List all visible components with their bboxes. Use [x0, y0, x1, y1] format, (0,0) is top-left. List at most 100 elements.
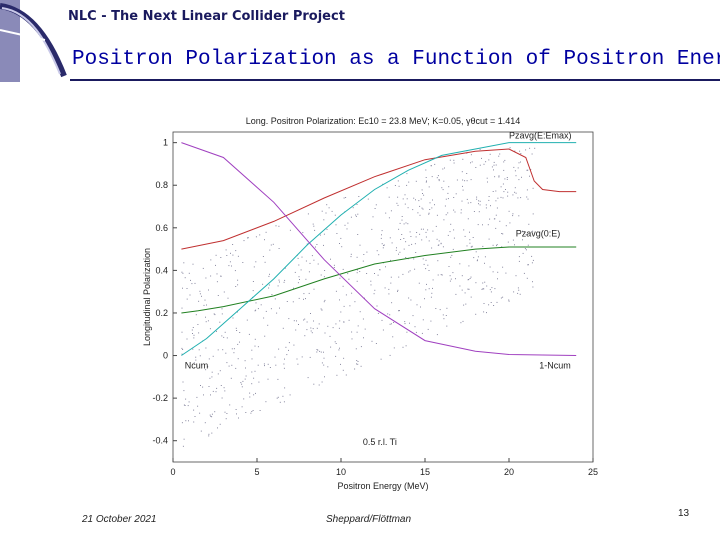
scatter-point [450, 278, 452, 280]
scatter-point [232, 254, 234, 256]
x-tick-label: 15 [420, 467, 430, 477]
scatter-point [245, 367, 246, 369]
scatter-point [477, 259, 478, 261]
scatter-point [371, 340, 373, 342]
y-tick-label: 0.6 [155, 223, 168, 233]
scatter-point [407, 223, 409, 225]
scatter-point [186, 338, 188, 340]
scatter-point [262, 256, 264, 257]
scatter-point [181, 353, 183, 355]
scatter-point [467, 288, 469, 290]
scatter-point [208, 386, 210, 387]
scatter-point [462, 320, 464, 322]
scatter-point [453, 209, 455, 211]
scatter-point [398, 228, 400, 230]
scatter-point [194, 416, 196, 417]
scatter-point [438, 240, 440, 242]
scatter-point [443, 219, 445, 221]
scatter-point [394, 185, 396, 186]
scatter-point [239, 341, 240, 343]
scatter-point [459, 285, 461, 287]
scatter-point [363, 337, 364, 339]
scatter-point [446, 307, 448, 309]
scatter-point [437, 244, 439, 246]
scatter-point [323, 244, 324, 246]
scatter-point [486, 285, 488, 287]
scatter-point [509, 222, 511, 224]
scatter-point [508, 299, 510, 301]
scatter-point [336, 233, 338, 234]
scatter-point [432, 279, 434, 281]
scatter-point [513, 166, 515, 168]
scatter-point [198, 300, 200, 302]
scatter-point [532, 187, 534, 189]
scatter-point [449, 159, 451, 161]
scatter-point [504, 178, 506, 180]
scatter-point [515, 275, 517, 277]
scatter-point [343, 305, 345, 307]
scatter-point [321, 362, 323, 364]
scatter-point [427, 328, 429, 330]
scatter-point [415, 236, 417, 238]
scatter-point [331, 210, 333, 212]
scatter-point [207, 320, 209, 322]
scatter-point [475, 282, 477, 284]
scatter-point [235, 286, 237, 287]
scatter-point [202, 386, 204, 388]
scatter-point [255, 302, 257, 304]
scatter-point [255, 392, 256, 394]
scatter-point [376, 250, 378, 252]
scatter-point [494, 176, 496, 178]
scatter-point [298, 264, 300, 266]
series-line [181, 246, 577, 314]
scatter-point [348, 319, 350, 321]
scatter-point [468, 265, 470, 267]
scatter-point [393, 347, 395, 349]
scatter-point [400, 239, 402, 240]
scatter-point [345, 374, 347, 376]
scatter-point [183, 404, 185, 406]
scatter-point [531, 153, 533, 155]
scatter-point [415, 180, 417, 182]
scatter-point [485, 207, 487, 209]
scatter-point [430, 296, 432, 298]
scatter-point [192, 348, 194, 350]
scatter-point [396, 202, 398, 204]
scatter-point [251, 411, 253, 412]
scatter-point [219, 321, 221, 323]
scatter-point [448, 266, 450, 267]
scatter-point [436, 238, 438, 240]
scatter-point [214, 411, 216, 413]
scatter-point [252, 281, 254, 282]
scatter-point [437, 260, 439, 262]
scatter-point [500, 186, 502, 188]
scatter-point [356, 269, 358, 271]
scatter-point [385, 212, 387, 214]
scatter-point [453, 162, 455, 164]
scatter-point [491, 287, 493, 289]
scatter-point [197, 405, 199, 407]
scatter-point [476, 260, 478, 262]
scatter-point [490, 291, 492, 293]
scatter-point [339, 277, 341, 279]
scatter-point [366, 251, 368, 253]
scatter-point [424, 298, 425, 300]
scatter-point [275, 225, 277, 227]
scatter-point [210, 259, 212, 261]
scatter-point [414, 243, 416, 245]
scatter-point [313, 225, 315, 227]
scatter-point [443, 318, 445, 320]
scatter-point [195, 314, 197, 316]
scatter-point [188, 420, 189, 422]
scatter-point [453, 237, 455, 239]
scatter-point [441, 274, 443, 276]
scatter-point [260, 304, 262, 306]
scatter-point [514, 170, 516, 172]
scatter-point [428, 213, 430, 215]
scatter-point [387, 313, 389, 315]
scatter-point [470, 276, 472, 278]
scatter-point [279, 401, 281, 403]
scatter-point [398, 276, 400, 278]
scatter-point [520, 153, 522, 154]
y-tick-label: 0.8 [155, 180, 168, 190]
